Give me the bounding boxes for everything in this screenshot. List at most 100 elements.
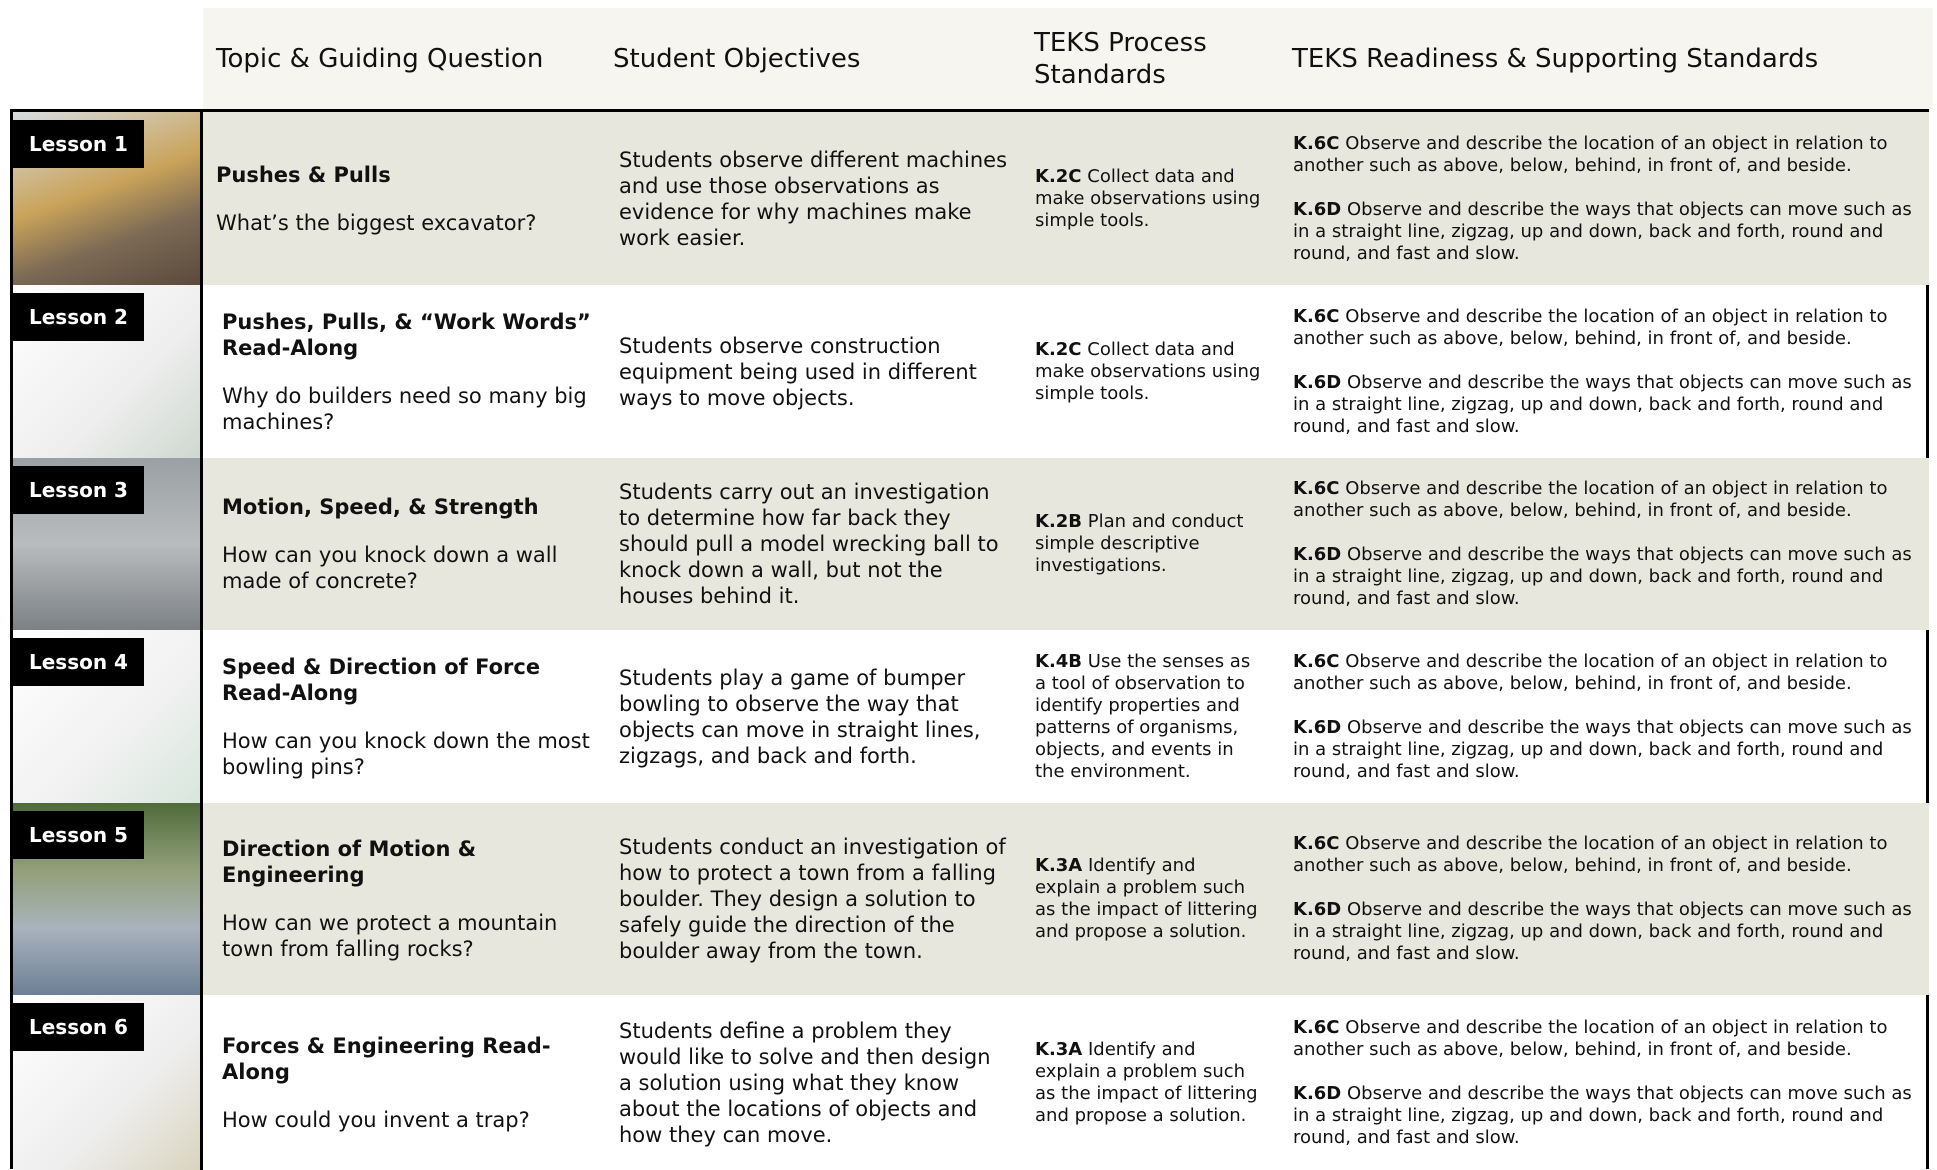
standard-text: Observe and describe the ways that objec… xyxy=(1293,371,1912,437)
readiness-standard: K.6C Observe and describe the location o… xyxy=(1293,833,1923,877)
standard-code: K.6C xyxy=(1293,650,1340,672)
standard-text: Use the senses as a tool of observation … xyxy=(1035,650,1251,782)
topic-cell: Pushes, Pulls, & “Work Words” Read-Along… xyxy=(222,285,592,458)
standard-code: K.3A xyxy=(1035,855,1083,876)
readiness-standard: K.6C Observe and describe the location o… xyxy=(1293,478,1923,522)
readiness-standard: K.6D Observe and describe the ways that … xyxy=(1293,717,1923,783)
topic-cell: Motion, Speed, & Strength How can you kno… xyxy=(222,458,592,630)
objectives-cell: Students define a problem they would lik… xyxy=(619,995,1009,1170)
standard-code: K.6D xyxy=(1293,198,1342,220)
lesson-label: Lesson 5 xyxy=(13,811,144,859)
standard-text: Observe and describe the ways that objec… xyxy=(1293,899,1912,964)
lesson-row: Lesson 6 Forces & Engineering Read-Along H… xyxy=(13,995,1929,1170)
readiness-standard: K.6C Observe and describe the location o… xyxy=(1293,133,1923,177)
guiding-question: How can we protect a mountain town from … xyxy=(222,911,558,961)
standard-code: K.2B xyxy=(1035,511,1083,532)
lesson-label: Lesson 4 xyxy=(13,638,144,686)
guiding-question: Why do builders need so many big machine… xyxy=(222,383,587,434)
process-cell: K.2B Plan and conduct simple descriptive… xyxy=(1035,458,1263,630)
readiness-standard: K.6D Observe and describe the ways that … xyxy=(1293,199,1923,265)
topic-cell: Direction of Motion & Engineering How can… xyxy=(222,803,592,995)
standard-text: Observe and describe the location of an … xyxy=(1293,1016,1888,1060)
lesson-table: Lesson 1 Pushes & Pulls What’s the biggest… xyxy=(10,109,1929,1170)
standard-code: K.6D xyxy=(1293,716,1342,738)
guiding-question: What’s the biggest excavator? xyxy=(216,210,537,235)
lesson-row: Lesson 3 Motion, Speed, & Strength How can… xyxy=(13,458,1929,630)
readiness-standard: K.6D Observe and describe the ways that … xyxy=(1293,544,1923,610)
topic-cell: Pushes & Pulls What’s the biggest excavat… xyxy=(216,112,586,285)
standard-code: K.2C xyxy=(1035,165,1082,187)
process-standard: K.2C Collect data and make observations … xyxy=(1035,166,1263,232)
topic-title: Motion, Speed, & Strength xyxy=(222,495,539,519)
lesson-label: Lesson 2 xyxy=(13,293,144,341)
process-cell: K.4B Use the senses as a tool of observa… xyxy=(1035,630,1263,803)
lesson-row: Lesson 5 Direction of Motion & Engineerin… xyxy=(13,803,1929,995)
process-cell: K.3A Identify and explain a problem such… xyxy=(1035,803,1263,995)
topic-title: Pushes & Pulls xyxy=(216,162,391,187)
standard-code: K.2C xyxy=(1035,338,1082,360)
readiness-cell: K.6C Observe and describe the location o… xyxy=(1293,995,1923,1170)
process-standard: K.4B Use the senses as a tool of observa… xyxy=(1035,651,1263,783)
objectives-cell: Students observe construction equipment … xyxy=(619,285,1009,458)
readiness-cell: K.6C Observe and describe the location o… xyxy=(1293,112,1923,285)
standard-code: K.3A xyxy=(1035,1038,1083,1060)
process-standard: K.2B Plan and conduct simple descriptive… xyxy=(1035,511,1263,577)
topic-title: Forces & Engineering Read-Along xyxy=(222,1033,551,1084)
standard-text: Observe and describe the ways that objec… xyxy=(1293,198,1912,264)
lesson-label: Lesson 3 xyxy=(13,466,144,514)
readiness-standard: K.6D Observe and describe the ways that … xyxy=(1293,1083,1923,1149)
objectives: Students conduct an investigation of how… xyxy=(619,835,1006,963)
standard-text: Observe and describe the location of an … xyxy=(1293,833,1888,876)
objectives: Students observe construction equipment … xyxy=(619,333,977,410)
readiness-standard: K.6D Observe and describe the ways that … xyxy=(1293,372,1923,438)
topic-title: Direction of Motion & Engineering xyxy=(222,837,477,887)
standard-code: K.4B xyxy=(1035,650,1083,672)
topic-cell: Speed & Direction of Force Read-Along How… xyxy=(222,630,592,803)
standard-code: K.6D xyxy=(1293,371,1342,393)
lesson-row: Lesson 4 Speed & Direction of Force Read-… xyxy=(13,630,1929,803)
objectives: Students observe different machines and … xyxy=(619,147,1008,250)
readiness-standard: K.6C Observe and describe the location o… xyxy=(1293,1017,1923,1061)
topic-title: Pushes, Pulls, & “Work Words” Read-Along xyxy=(222,309,591,360)
standard-code: K.6C xyxy=(1293,478,1340,499)
objectives-cell: Students carry out an investigation to d… xyxy=(619,458,1009,630)
column-header: TEKS Readiness & Supporting Standards xyxy=(1292,43,1819,74)
lesson-label: Lesson 6 xyxy=(13,1003,144,1051)
standard-code: K.6D xyxy=(1293,899,1342,920)
readiness-standard: K.6C Observe and describe the location o… xyxy=(1293,651,1923,695)
standard-text: Observe and describe the location of an … xyxy=(1293,650,1888,694)
column-header: Student Objectives xyxy=(613,43,861,74)
standard-text: Observe and describe the location of an … xyxy=(1293,305,1888,349)
standard-code: K.6D xyxy=(1293,1082,1342,1104)
process-cell: K.2C Collect data and make observations … xyxy=(1035,285,1263,458)
readiness-cell: K.6C Observe and describe the location o… xyxy=(1293,458,1923,630)
standard-text: Identify and explain a problem such as t… xyxy=(1035,855,1258,942)
standard-code: K.6C xyxy=(1293,305,1340,327)
standard-text: Collect data and make observations using… xyxy=(1035,338,1261,404)
standard-text: Observe and describe the ways that objec… xyxy=(1293,544,1912,609)
standard-text: Identify and explain a problem such as t… xyxy=(1035,1038,1258,1126)
lesson-row: Lesson 1 Pushes & Pulls What’s the biggest… xyxy=(13,112,1929,285)
readiness-cell: K.6C Observe and describe the location o… xyxy=(1293,285,1923,458)
standard-text: Collect data and make observations using… xyxy=(1035,165,1261,231)
readiness-standard: K.6C Observe and describe the location o… xyxy=(1293,306,1923,350)
standard-text: Observe and describe the location of an … xyxy=(1293,132,1888,176)
process-standard: K.3A Identify and explain a problem such… xyxy=(1035,855,1263,943)
process-cell: K.2C Collect data and make observations … xyxy=(1035,112,1263,285)
column-header: Topic & Guiding Question xyxy=(216,43,544,74)
guiding-question: How could you invent a trap? xyxy=(222,1107,530,1132)
process-cell: K.3A Identify and explain a problem such… xyxy=(1035,995,1263,1170)
standard-code: K.6D xyxy=(1293,544,1342,565)
lesson-label: Lesson 1 xyxy=(13,120,144,168)
table-header: Topic & Guiding Question Student Objectiv… xyxy=(203,8,1933,109)
standard-text: Observe and describe the location of an … xyxy=(1293,478,1888,521)
process-standard: K.3A Identify and explain a problem such… xyxy=(1035,1039,1263,1127)
objectives: Students carry out an investigation to d… xyxy=(619,480,999,608)
lesson-row: Lesson 2 Pushes, Pulls, & “Work Words” Re… xyxy=(13,285,1929,458)
objectives-cell: Students play a game of bumper bowling t… xyxy=(619,630,1009,803)
objectives-cell: Students observe different machines and … xyxy=(619,112,1009,285)
standard-text: Plan and conduct simple descriptive inve… xyxy=(1035,511,1244,576)
objectives: Students define a problem they would lik… xyxy=(619,1018,991,1147)
standard-text: Observe and describe the ways that objec… xyxy=(1293,1082,1912,1148)
